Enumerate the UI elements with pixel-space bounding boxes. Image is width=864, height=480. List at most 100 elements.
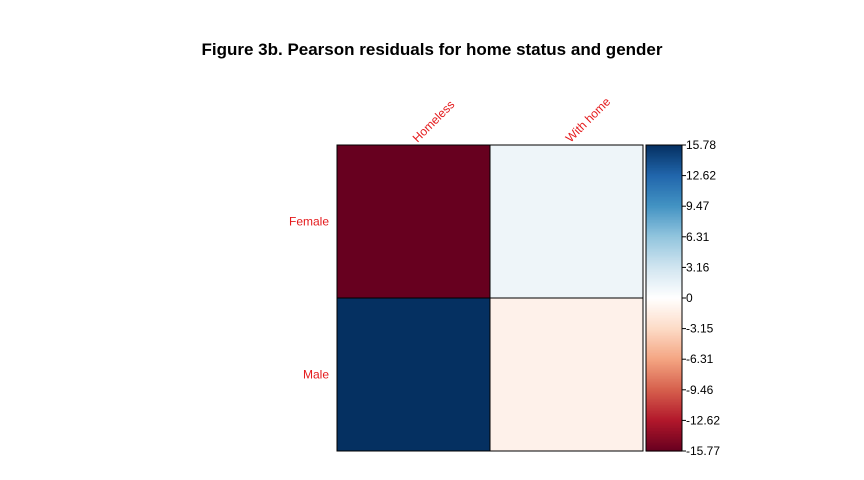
colorbar-segment [646, 249, 682, 252]
colorbar-segment [646, 331, 682, 334]
colorbar-segment [646, 192, 682, 195]
colorbar-segment [646, 227, 682, 230]
colorbar-segment [646, 372, 682, 376]
colorbar-segment [646, 154, 682, 157]
colorbar-segment [646, 382, 682, 385]
chart-title: Figure 3b. Pearson residuals for home st… [201, 40, 662, 59]
colorbar-segment [646, 307, 682, 310]
colorbar-segment [646, 325, 682, 328]
colorbar-segment [646, 402, 682, 405]
colorbar-segment [646, 215, 682, 218]
colorbar-segment [646, 351, 682, 354]
colorbar-segment [646, 446, 682, 449]
colorbar-segment [646, 447, 682, 451]
colorbar-segment [646, 313, 682, 316]
colorbar-segment [646, 157, 682, 160]
colorbar-segment [646, 218, 682, 221]
colorbar-segment [646, 386, 682, 389]
colorbar-segment [646, 328, 682, 331]
colorbar-segment [646, 256, 682, 259]
colorbar-segment [646, 333, 682, 336]
colorbar-segment [646, 167, 682, 171]
colorbar-segment [646, 293, 682, 296]
colorbar-segment [646, 429, 682, 432]
colorbar-segment [646, 212, 682, 215]
colorbar-segment [646, 229, 682, 232]
colorbar-segment [646, 241, 682, 244]
colorbar-segment [646, 189, 682, 192]
column-labels: Homeless With home [410, 94, 614, 145]
colorbar-segment [646, 415, 682, 418]
colorbar-segment [646, 337, 682, 340]
colorbar-segment [646, 267, 682, 270]
colorbar-segment [646, 431, 682, 434]
colorbar-segment [646, 305, 682, 308]
colorbar-segment [646, 171, 682, 174]
colorbar-segment [646, 432, 682, 435]
colorbar-segment [646, 369, 682, 373]
colorbar-segment [646, 360, 682, 363]
colorbar-segment [646, 164, 682, 168]
colorbar-segment [646, 184, 682, 187]
colorbar-segment [646, 308, 682, 311]
colorbar-segment [646, 284, 682, 287]
colorbar-segment [646, 388, 682, 391]
colorbar-segment [646, 178, 682, 181]
colorbar-segment [646, 356, 682, 359]
colorbar-segment [646, 233, 682, 236]
colorbar-segment [646, 245, 682, 249]
colorbar-segment [646, 428, 682, 431]
colorbar-segment [646, 354, 682, 357]
row-labels: Female Male [289, 215, 329, 382]
colorbar-segment [646, 181, 682, 184]
colorbar-segment [646, 311, 682, 314]
colorbar-segment [646, 348, 682, 351]
colorbar-segment [646, 395, 682, 399]
colorbar-segment [646, 206, 682, 209]
colorbar-segment [646, 273, 682, 276]
colorbar-segment [646, 290, 682, 293]
colorbar-segment [646, 175, 682, 178]
colorbar-segment [646, 397, 682, 400]
colorbar-tick-label: 0 [686, 291, 693, 305]
colorbar-segment [646, 236, 682, 239]
colorbar-segment [646, 193, 682, 197]
colorbar-segment [646, 230, 682, 233]
colorbar-segment [646, 200, 682, 203]
colorbar-segment [646, 259, 682, 262]
colorbar-segment [646, 252, 682, 255]
colorbar-segment [646, 302, 682, 305]
colorbar-segment [646, 158, 682, 161]
colorbar-segment [646, 418, 682, 421]
colorbar-tick-label: -6.31 [686, 352, 714, 366]
colorbar-segment [646, 183, 682, 186]
colorbar-segment [646, 244, 682, 247]
colorbar-segment [646, 197, 682, 200]
colorbar-segment [646, 216, 682, 220]
colorbar-segment [646, 353, 682, 356]
colorbar-tick-label: 6.31 [686, 230, 710, 244]
colorbar-segment [646, 169, 682, 172]
column-label-homeless: Homeless [410, 97, 458, 145]
colorbar-segment [646, 264, 682, 267]
heatmap-cell-male-with-home [489, 297, 644, 452]
colorbar-segment [646, 145, 682, 148]
colorbar-segment [646, 239, 682, 242]
colorbar-segment [646, 340, 682, 343]
colorbar-segment [646, 203, 682, 206]
colorbar-segment [646, 304, 682, 307]
colorbar-segment [646, 276, 682, 279]
colorbar-segment [646, 443, 682, 446]
colorbar-segment [646, 317, 682, 321]
colorbar-segment [646, 160, 682, 163]
heatmap-cell-female-with-home [489, 144, 644, 299]
colorbar-segment [646, 324, 682, 327]
colorbar-segment [646, 383, 682, 386]
colorbar-segment [646, 423, 682, 426]
colorbar-segment [646, 339, 682, 342]
row-label-male: Male [303, 368, 329, 382]
colorbar-segment [646, 437, 682, 440]
colorbar-segment [646, 294, 682, 298]
colorbar-segment [646, 334, 682, 337]
